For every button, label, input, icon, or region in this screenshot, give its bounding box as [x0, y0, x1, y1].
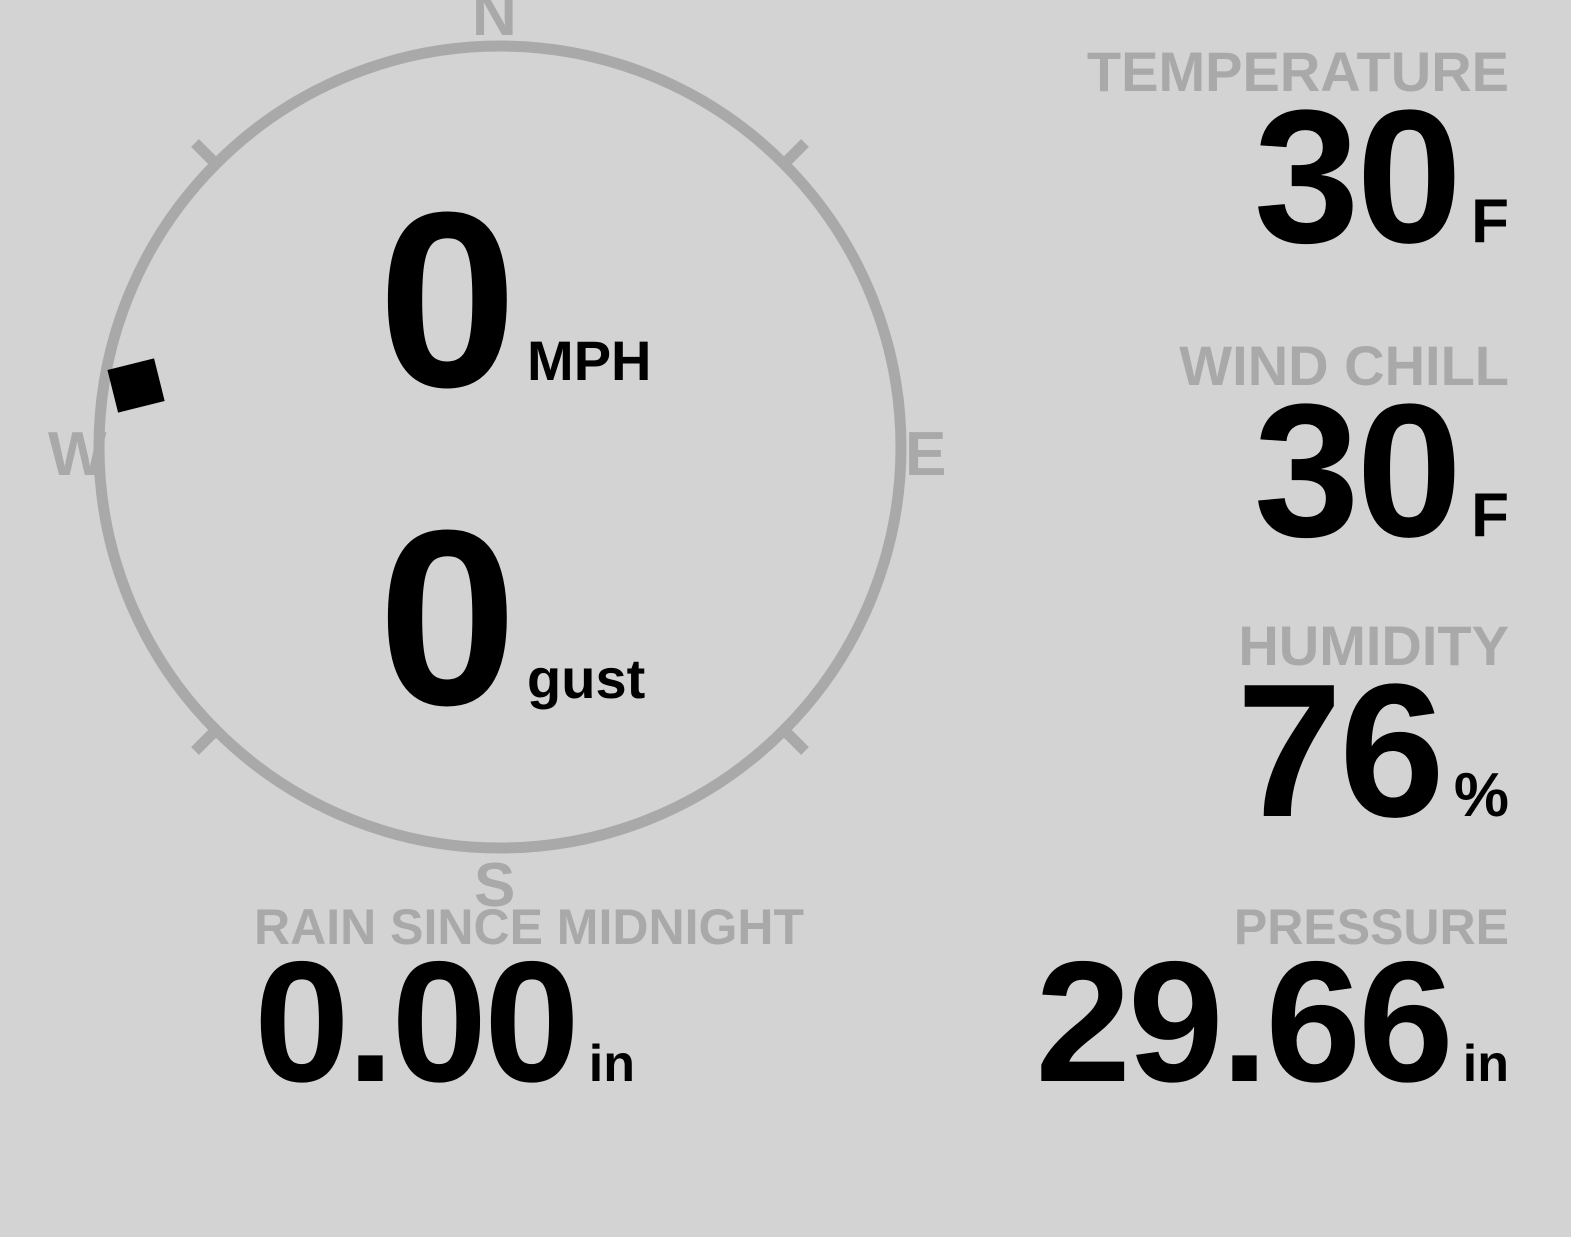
wind-speed-value: 0	[378, 160, 517, 439]
temperature-value: 30	[1253, 71, 1462, 283]
compass-circle	[93, 40, 907, 854]
temperature-value-row: 30 F	[1087, 71, 1509, 283]
compass-tick-marks	[191, 139, 809, 755]
pressure-value-row: 29.66 in	[1035, 926, 1509, 1118]
temperature-stat: TEMPERATURE 30 F	[1086, 40, 1509, 283]
wind-direction-marker	[107, 358, 165, 413]
rain-since-midnight-value: 0.00	[254, 926, 580, 1118]
pressure-unit: in	[1462, 1035, 1509, 1093]
rain-since-midnight-stat: RAIN SINCE MIDNIGHT 0.00 in	[254, 899, 804, 1118]
compass-label-east: E	[905, 420, 947, 489]
temperature-label: TEMPERATURE	[1086, 40, 1509, 103]
compass-label-south: S	[474, 851, 516, 920]
wind-chill-stat: WIND CHILL 30 F	[1179, 334, 1509, 577]
wind-speed-unit: MPH	[527, 329, 652, 392]
wind-gust-unit: gust	[527, 647, 646, 710]
wind-speed-readout: 0 MPH	[378, 160, 652, 439]
compass-label-north: N	[472, 0, 517, 49]
tick-se	[782, 728, 809, 755]
compass-ring-graphic	[93, 40, 907, 854]
rain-since-midnight-label: RAIN SINCE MIDNIGHT	[254, 899, 804, 955]
rain-since-midnight-value-row: 0.00 in	[254, 926, 804, 1118]
pressure-value: 29.66	[1035, 926, 1453, 1118]
wind-gust-value: 0	[378, 478, 517, 757]
humidity-label: HUMIDITY	[1238, 614, 1509, 677]
humidity-value-row: 76 %	[1236, 645, 1509, 857]
rain-since-midnight-unit: in	[588, 1035, 635, 1093]
humidity-stat: HUMIDITY 76 %	[1236, 614, 1509, 857]
temperature-unit: F	[1471, 187, 1509, 256]
humidity-value: 76	[1236, 645, 1445, 857]
humidity-unit: %	[1453, 761, 1509, 830]
wind-chill-unit: F	[1471, 481, 1509, 550]
tick-ne	[782, 139, 809, 166]
tick-nw	[191, 139, 218, 166]
pressure-stat: PRESSURE 29.66 in	[1035, 899, 1509, 1118]
wind-compass-dial: N E S W 0 MPH 0 gust	[0, 0, 1000, 917]
wind-gust-readout: 0 gust	[378, 478, 646, 757]
compass-label-west: W	[48, 420, 107, 489]
tick-sw	[191, 728, 218, 755]
wind-chill-value: 30	[1253, 365, 1462, 577]
wind-chill-label: WIND CHILL	[1179, 334, 1509, 397]
pressure-label: PRESSURE	[1233, 899, 1509, 955]
wind-chill-value-row: 30 F	[1179, 365, 1509, 577]
